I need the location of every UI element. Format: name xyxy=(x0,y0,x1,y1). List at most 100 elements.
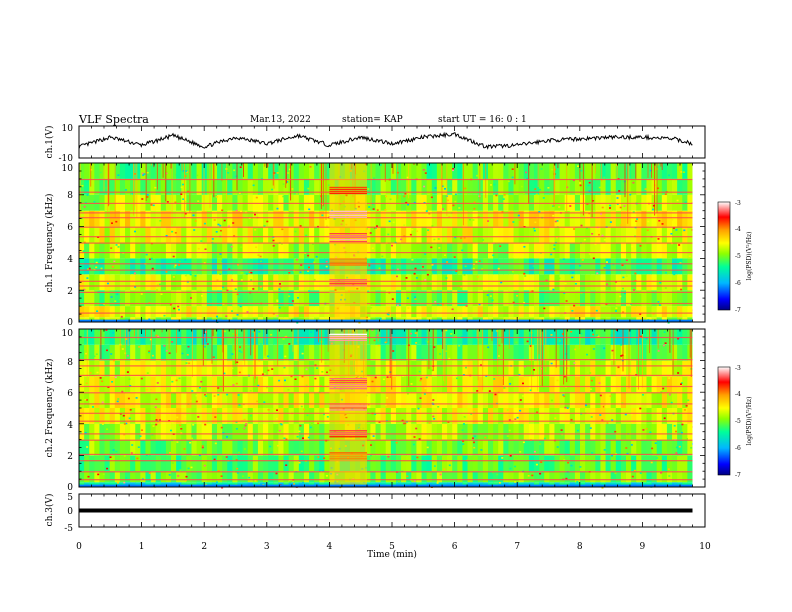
ch2-spec-speckle xyxy=(690,447,693,449)
ch2-cb-tick-7: -7 xyxy=(735,472,741,479)
ch2-spec-cell xyxy=(99,408,105,424)
ch2-spec-speckle xyxy=(223,372,226,375)
ch1-spec-speckle xyxy=(113,260,116,263)
ch2-spec-cell xyxy=(687,392,693,408)
ch1-spec-cell xyxy=(457,258,463,275)
ch2-spec-speckle xyxy=(639,407,642,410)
ch2-spec-speckle xyxy=(374,413,377,415)
ch1-spec-burst-band xyxy=(329,235,367,237)
ch2-spec-cell xyxy=(508,392,514,408)
ch1-spec-cell xyxy=(564,194,571,211)
ch1-spec-cell xyxy=(99,274,105,291)
ch1-spec-cell xyxy=(191,242,197,259)
ch2-spec-speckle xyxy=(586,410,589,413)
ch1-spec-speckle xyxy=(173,307,176,310)
ch2-spec-speckle xyxy=(633,469,636,472)
ch1-spec-cell xyxy=(181,226,187,243)
ch2-spec-speckle xyxy=(592,333,595,336)
ch1-spec-speckle xyxy=(612,263,615,266)
ch2-spec-speckle xyxy=(604,405,607,408)
ch2-spec-cell xyxy=(682,344,688,361)
ch1-spec-speckle xyxy=(472,267,475,270)
ch1-spec-cell xyxy=(135,210,141,227)
ch2-spec-cell xyxy=(211,376,218,393)
ch1-spec-speckle xyxy=(403,310,406,313)
ch1-spec-cell xyxy=(324,306,330,318)
ch2-spec-cell xyxy=(283,408,289,424)
ch1-spec-cell xyxy=(114,194,121,211)
ch2-spec-speckle xyxy=(579,337,582,340)
ch1-spec-speckle xyxy=(556,220,559,222)
ch2-spec-cell xyxy=(477,439,484,456)
ch1-spec-cell xyxy=(411,306,417,318)
ch1-spec-speckle xyxy=(670,233,673,235)
ch2-spec-cell xyxy=(395,455,402,472)
ch2-spec-cell xyxy=(278,408,284,424)
ch2-spec-cell xyxy=(99,376,105,393)
ch1-spec-ylabel: ch.1 Frequency (kHz) xyxy=(44,194,55,293)
ch2-spec-cell xyxy=(370,455,376,472)
ch1-spec-cell xyxy=(503,210,509,227)
ch1-spec-cell xyxy=(441,306,448,318)
ch2-spec-cell xyxy=(452,423,458,440)
ch1-spec-speckle xyxy=(635,220,638,222)
ch2-spec-cell xyxy=(569,360,576,377)
ch2-spec-cell xyxy=(518,471,525,483)
ch2-spec-cell xyxy=(590,471,596,483)
ch2-spec-speckle xyxy=(480,364,482,366)
ch1-spec-streak xyxy=(408,163,410,199)
ch1-spec-speckle xyxy=(512,270,514,273)
ch1-spec-cell xyxy=(518,242,525,259)
ch2-spec-speckle xyxy=(85,399,88,401)
ch2-spec-cell xyxy=(503,360,509,377)
ch1-spec-speckle xyxy=(240,210,242,213)
ch2-spec-streak xyxy=(297,329,299,370)
ch1-spec-cell xyxy=(687,163,693,179)
ch1-spec-speckle xyxy=(223,219,226,222)
ch1-spec-speckle xyxy=(180,193,183,195)
ch2-spec-speckle xyxy=(506,409,509,411)
ch1-spec-cell xyxy=(257,163,264,179)
ch1-spec-cell xyxy=(447,306,453,318)
ch1-spec-cell xyxy=(324,210,330,227)
ch1-spec-speckle xyxy=(601,234,604,237)
ch1-spec-speckle xyxy=(272,245,275,247)
ch2-spec-cell xyxy=(89,376,95,393)
ch1-spec-speckle xyxy=(227,225,230,227)
ch2-spec-speckle xyxy=(204,423,207,426)
ch2-spec-cell xyxy=(201,439,208,456)
ch2-spec-cell xyxy=(380,408,387,424)
ch1-spec-cell xyxy=(641,306,647,318)
ch1-spec-cell xyxy=(656,258,663,275)
ch1-spec-cell xyxy=(114,210,121,227)
ch1-spec-cell xyxy=(503,163,509,179)
ch1-spec-speckle xyxy=(83,241,86,244)
ch1-spec-cell xyxy=(610,194,617,211)
ch2-spec-speckle xyxy=(425,340,428,342)
ch1-spec-cell xyxy=(493,258,499,275)
ch1-spec-speckle xyxy=(449,187,452,189)
ch2-spec-cell xyxy=(677,455,683,472)
ch1-spec-cell xyxy=(457,194,463,211)
ch1-spec-cell xyxy=(390,226,397,243)
ch1-spec-cell xyxy=(523,210,530,227)
ch1-spec-cell xyxy=(554,274,560,291)
ch2-spec-cell xyxy=(263,392,269,408)
ch1-spec-cell xyxy=(661,178,668,195)
ch1-spec-cell xyxy=(303,163,310,179)
ch1-spec-speckle xyxy=(446,261,449,263)
ch1-spec-cell xyxy=(401,290,407,307)
ch1-spec-cell xyxy=(237,274,243,291)
ch1-spec-cell xyxy=(544,226,550,243)
ch2-spec-cell xyxy=(257,360,264,377)
ch1-spec-cell xyxy=(89,258,95,275)
ch1-spec-cell xyxy=(406,290,412,307)
ch2-spec-cell xyxy=(283,423,289,440)
ch2-spec-cell xyxy=(237,376,243,393)
ch1-spec-speckle xyxy=(552,215,555,217)
ch2-spec-cell xyxy=(89,344,95,361)
ch2-spec-speckle xyxy=(592,348,595,350)
ch2-spec-cell xyxy=(298,376,305,393)
ch2-spec-cell xyxy=(222,392,228,408)
ch2-spec-burst-band xyxy=(329,430,367,432)
